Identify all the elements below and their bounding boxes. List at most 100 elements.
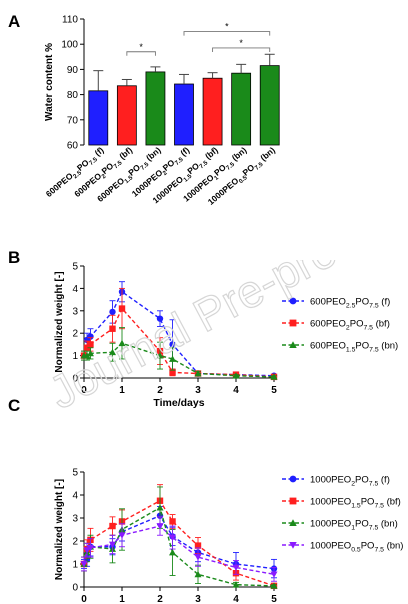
significance-star: * xyxy=(139,42,143,52)
x-tick-label: 1 xyxy=(119,385,125,396)
label-part: (bn) xyxy=(379,341,399,352)
panel-c-1000peo-weight-chart: C 0 1 2 3 4 5 0 1 2 3 4 5 Time/days Normalized weight … xyxy=(8,396,403,604)
label-part: PO xyxy=(361,497,375,508)
label-part: (bn) xyxy=(384,541,404,552)
y-tick-label: 90 xyxy=(67,65,79,76)
series-line xyxy=(84,342,275,378)
legend-item: 600PEO1.5PO7.5 (bn) xyxy=(282,341,398,354)
subscript: 7.5 xyxy=(225,161,236,172)
subscript: 7.5 xyxy=(139,161,150,172)
data-point-triangle xyxy=(194,570,202,578)
subscript: 1 xyxy=(213,174,221,182)
data-point-triangle xyxy=(232,581,240,588)
label-part: (bn) xyxy=(378,519,398,530)
y-tick-label: 2 xyxy=(72,329,78,340)
bar xyxy=(145,71,166,146)
data-point-triangle xyxy=(270,373,278,380)
subscript: 2.5 xyxy=(72,169,83,180)
subscript: 1.5 xyxy=(351,502,361,509)
legend-label: 600PEO1.5PO7.5 (bn) xyxy=(310,341,398,354)
label-part: PO xyxy=(350,319,364,330)
x-axis-title: Time/days xyxy=(153,397,204,409)
data-point-triangle-down xyxy=(86,545,94,552)
x-tick-label: 4 xyxy=(233,385,239,396)
label-part: PO xyxy=(355,475,369,486)
subscript: 0.5 xyxy=(238,174,249,185)
y-tick-label: 70 xyxy=(67,115,79,126)
data-point-triangle xyxy=(118,339,126,347)
subscript: 2 xyxy=(346,324,350,331)
legend-item: 1000PEO1PO7.5 (bn) xyxy=(282,519,398,531)
label-part: PO xyxy=(361,541,375,552)
data-point-triangle xyxy=(86,349,94,357)
data-point-triangle xyxy=(156,352,164,359)
label-part: 600PEO xyxy=(44,170,75,199)
subscript: 7.5 xyxy=(363,324,373,331)
label-part: 600PEO xyxy=(310,319,346,330)
data-point-square xyxy=(289,319,297,327)
series-line xyxy=(83,514,275,570)
legend-label: 1000PEO2PO7.5 (f) xyxy=(310,475,390,488)
panel-label-a: A xyxy=(8,12,20,31)
subscript: 2 xyxy=(162,169,170,177)
data-point-square xyxy=(109,522,116,530)
subscript: 1.5 xyxy=(182,172,193,183)
x-tick-label: 3 xyxy=(195,594,201,604)
y-tick-label: 3 xyxy=(72,514,78,525)
label-part: (f) xyxy=(378,475,390,486)
data-point-triangle-down xyxy=(270,571,278,578)
label-part: (bn) xyxy=(142,145,163,165)
label-part: 600PEO xyxy=(310,341,346,352)
panel-label-b: B xyxy=(8,248,20,267)
data-point-triangle-down xyxy=(232,564,240,571)
subscript: 7.5 xyxy=(374,502,384,509)
data-point-triangle-down xyxy=(169,534,177,542)
data-point-triangle-down xyxy=(108,541,117,548)
label-part: (bn) xyxy=(228,145,249,165)
significance-star: * xyxy=(225,22,229,32)
data-point-square xyxy=(169,369,176,376)
data-point-triangle-down xyxy=(118,532,126,539)
series xyxy=(80,486,278,589)
data-point-square xyxy=(194,542,202,549)
data-point-square xyxy=(118,305,126,312)
bar xyxy=(202,77,223,146)
x-tick-label: 2 xyxy=(157,594,163,604)
series xyxy=(80,516,278,582)
data-point-square xyxy=(289,497,297,505)
y-tick-label: 4 xyxy=(72,491,78,502)
series xyxy=(80,327,278,380)
data-point-triangle xyxy=(194,370,202,377)
subscript: 7.5 xyxy=(369,524,379,531)
data-point-triangle xyxy=(169,355,177,362)
subscript: 7.5 xyxy=(198,159,209,170)
y-tick-label: 0 xyxy=(72,374,78,385)
label-part: 1000PEO xyxy=(310,541,351,552)
y-tick-label: 100 xyxy=(61,40,78,51)
legend-item: 1000PEO2PO7.5 (f) xyxy=(282,475,390,488)
bar xyxy=(88,90,109,146)
significance-bracket xyxy=(183,31,271,36)
y-tick-label: 1 xyxy=(72,560,78,571)
subscript: 7.5 xyxy=(369,302,379,309)
data-point-circle xyxy=(109,308,116,316)
label-part: (bf) xyxy=(384,497,401,508)
x-tick-label: 5 xyxy=(271,385,277,396)
x-tick-label: 1 xyxy=(119,594,125,604)
y-tick-label: 1 xyxy=(72,351,78,362)
label-part: (f) xyxy=(379,297,391,308)
data-point-circle xyxy=(156,315,164,322)
legend-label: 600PEO2.5PO7.5 (f) xyxy=(310,297,390,310)
subscript: 2.5 xyxy=(346,302,356,309)
data-point-triangle-down xyxy=(83,547,91,554)
y-tick-label: 2 xyxy=(72,537,78,548)
subscript: 7.5 xyxy=(112,159,123,170)
label-part: 1000PEO xyxy=(310,497,351,508)
label-part: 1000PEO xyxy=(310,475,351,486)
subscript: 7.5 xyxy=(369,480,379,487)
significance-bracket xyxy=(212,47,271,52)
subscript: 1.5 xyxy=(346,346,356,353)
data-point-circle xyxy=(169,341,176,348)
